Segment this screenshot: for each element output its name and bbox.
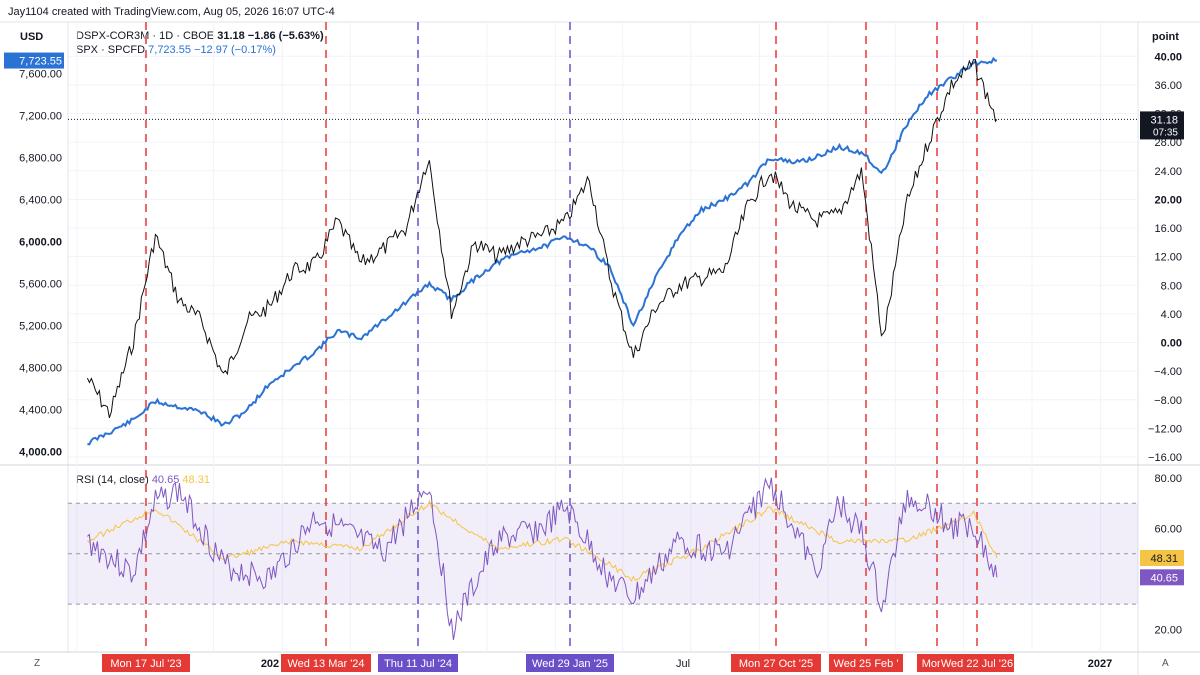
spx-line — [87, 56, 998, 446]
left-tick-2: 4,800.00 — [19, 363, 62, 375]
right-tick-9: 20.00 — [1154, 194, 1182, 206]
marker-label-bg-4 — [731, 654, 821, 672]
marker-label-4: Mon 27 Oct '25 — [739, 658, 813, 670]
left-tick-1: 4,400.00 — [19, 405, 62, 417]
left-tick-5: 6,000.00 — [19, 237, 62, 249]
marker-label-1: Wed 13 Mar '24 — [287, 658, 364, 670]
dspx-line — [86, 59, 998, 419]
right-current-label: 31.18 — [1150, 114, 1178, 126]
auto-scale-button[interactable]: A — [1162, 658, 1169, 669]
marker-label-bg-3 — [526, 654, 614, 672]
rsi-legend[interactable]: RSI (14, close) 40.65 48.31 — [76, 474, 210, 486]
x-tick-0: 202 — [261, 658, 279, 670]
right-tick-11: 28.00 — [1154, 137, 1182, 149]
left-current-bg — [4, 52, 64, 69]
marker-label-3: Wed 29 Jan '25 — [532, 658, 608, 670]
marker-label-7: Wed 22 Jul '26 — [941, 658, 1013, 670]
marker-label-bg-2 — [378, 654, 458, 672]
rsi-tick-3: 80.00 — [1154, 473, 1182, 485]
right-tick-13: 36.00 — [1154, 80, 1182, 92]
rsi-line — [87, 477, 998, 641]
x-tick-2: 2027 — [1088, 658, 1112, 670]
legend-spx-symbol: SPX · SPCFD — [76, 44, 146, 56]
header-credit: Jay1104 created with TradingView.com, Au… — [8, 6, 335, 18]
right-tick-3: −4.00 — [1154, 366, 1182, 378]
right-tick-4: 0.00 — [1161, 338, 1182, 350]
marker-label-5: Wed 25 Feb ' — [834, 658, 899, 670]
right-tick-6: 8.00 — [1161, 280, 1182, 292]
rsi-legend-value1: 40.65 — [151, 474, 180, 486]
marker-label-bg-5 — [829, 654, 903, 672]
right-tick-2: −8.00 — [1154, 395, 1182, 407]
right-countdown-label: 07:35 — [1153, 127, 1178, 138]
right-tick-1: −12.00 — [1148, 423, 1182, 435]
rsi-tick-0: 20.00 — [1154, 624, 1182, 636]
left-tick-4: 5,600.00 — [19, 279, 62, 291]
marker-label-bg-7 — [940, 654, 1014, 672]
rsi-legend-value2: 48.31 — [182, 474, 210, 486]
right-tick-7: 12.00 — [1154, 252, 1182, 264]
marker-label-bg-1 — [281, 654, 371, 672]
left-tick-8: 7,200.00 — [19, 111, 62, 123]
rsi-current-label: 40.65 — [1150, 572, 1178, 584]
rsi-ma-line — [87, 499, 998, 582]
left-tick-9: 7,600.00 — [19, 69, 62, 81]
rsi-tick-2: 60.00 — [1154, 523, 1182, 535]
left-tick-6: 6,400.00 — [19, 195, 62, 207]
left-tick-3: 5,200.00 — [19, 321, 62, 333]
left-tick-0: 4,000.00 — [19, 447, 62, 459]
rsi-ma-current-bg — [1140, 549, 1184, 566]
legend-spx[interactable]: SPX · SPCFD 7,723.55 −12.97 (−0.17%) — [76, 44, 276, 56]
left-tick-7: 6,800.00 — [19, 153, 62, 165]
right-tick-0: −16.00 — [1148, 452, 1182, 464]
x-tick-1: Jul — [676, 658, 690, 670]
right-axis-title: point — [1152, 31, 1179, 43]
rsi-ma-current-label: 48.31 — [1150, 553, 1178, 565]
right-tick-14: 40.00 — [1154, 51, 1182, 63]
legend-spx-values: 7,723.55 −12.97 (−0.17%) — [148, 44, 276, 56]
marker-label-bg-0 — [102, 654, 190, 672]
left-axis-title: USD — [20, 31, 44, 43]
legend-dspx-values: 31.18 −1.86 (−5.63%) — [217, 30, 324, 42]
left-current-label: 7,723.55 — [19, 56, 62, 68]
right-current-bg — [1140, 111, 1184, 140]
timezone-button[interactable]: Z — [34, 658, 41, 669]
right-tick-5: 4.00 — [1161, 309, 1182, 321]
rsi-legend-label: RSI (14, close) — [76, 474, 149, 486]
rsi-current-bg — [1140, 569, 1184, 586]
marker-label-2: Thu 11 Jul '24 — [384, 658, 452, 670]
right-tick-8: 16.00 — [1154, 223, 1182, 235]
right-tick-10: 24.00 — [1154, 166, 1182, 178]
marker-label-0: Mon 17 Jul '23 — [110, 658, 181, 670]
